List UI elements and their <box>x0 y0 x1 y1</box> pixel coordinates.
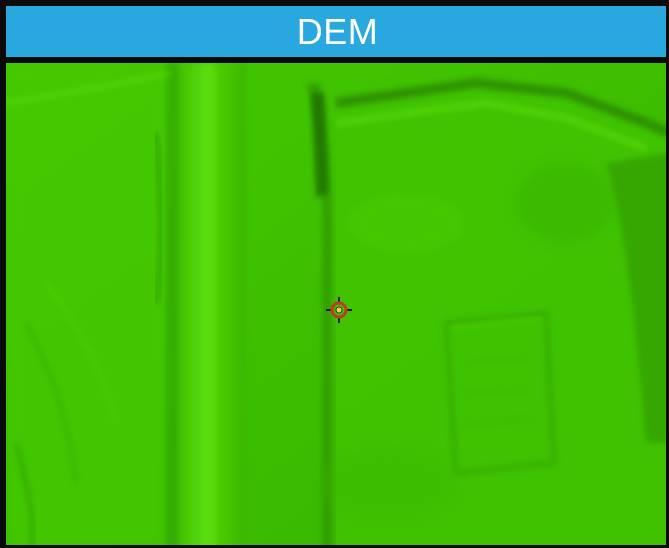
inner-plot-highlight <box>450 316 542 330</box>
crosshair-target-icon[interactable] <box>326 297 352 323</box>
terrain-ridge-upper <box>6 70 172 106</box>
inner-plot-rows <box>465 356 531 425</box>
furrow-1 <box>24 322 78 484</box>
road-crest <box>202 63 216 545</box>
dem-raster[interactable] <box>6 63 669 548</box>
terrain-patch-3 <box>316 448 456 518</box>
inner-plot-outline <box>443 310 557 476</box>
road-left-shadow <box>166 63 178 545</box>
drainage-channel <box>306 83 333 545</box>
left-field <box>6 63 166 545</box>
block-east-slope <box>606 153 666 443</box>
panel-title: DEM <box>296 10 379 52</box>
panel-header: DEM <box>6 6 666 60</box>
furrow-2 <box>44 282 118 424</box>
block-north-edge <box>335 77 666 138</box>
dem-map-view[interactable] <box>6 63 669 548</box>
terrain-patch-2 <box>516 163 616 243</box>
terrain-ridge-left <box>153 132 164 304</box>
channel-deep-shadow <box>311 93 328 198</box>
terrain-patch-1 <box>346 193 466 253</box>
block-north-highlight <box>335 98 648 152</box>
furrow-3 <box>13 442 35 545</box>
